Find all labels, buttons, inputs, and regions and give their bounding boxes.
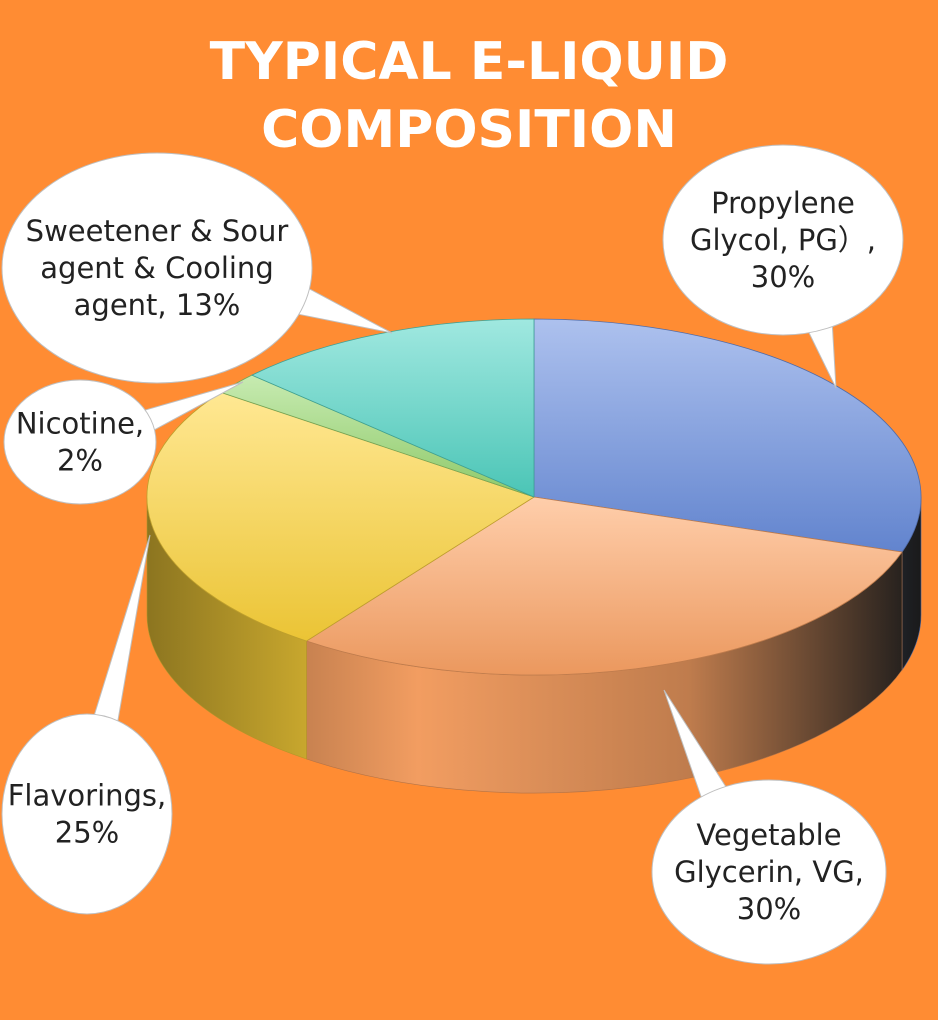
- data-label-sweetener-sour-agent-cooling-agent-line-2: agent & Cooling: [40, 251, 273, 285]
- data-label-flavorings-line-1: Flavorings,: [8, 779, 167, 813]
- data-label-flavorings-line-2: 25%: [55, 816, 119, 850]
- pie-slice-flavorings: [146, 391, 535, 642]
- pie-sides: [146, 496, 922, 794]
- data-label-vegetable-glycerin-vg-line-1: Vegetable: [696, 818, 841, 852]
- chart-title: TYPICAL E-LIQUID COMPOSITION: [0, 28, 938, 164]
- chart-title-line-2: COMPOSITION: [261, 100, 677, 160]
- callout-bubble-fill-flavorings: [3, 715, 171, 913]
- data-label-propylene-glycol-pg-line-1: Propylene: [711, 186, 855, 220]
- callout-bubble-fill-propylene-glycol-pg: [664, 146, 902, 334]
- data-label-vegetable-glycerin-vg-line-2: Glycerin, VG,: [674, 855, 864, 889]
- data-label-sweetener-sour-agent-cooling-agent-line-3: agent, 13%: [74, 288, 241, 322]
- chart-title-line-1: TYPICAL E-LIQUID: [209, 32, 729, 92]
- callout-bubble-fill-nicotine: [5, 381, 155, 503]
- pie-slice-vegetable-glycerin-vg: [305, 496, 903, 676]
- data-label-nicotine-line-2: 2%: [57, 444, 103, 478]
- callout-nicotine: Nicotine,2%: [3, 379, 157, 505]
- pie-slice-sweetener-sour-agent-cooling-agent: [250, 318, 535, 498]
- data-label-propylene-glycol-pg-line-2: Glycol, PG）,: [690, 223, 876, 257]
- data-label-vegetable-glycerin-vg-line-3: 30%: [737, 892, 801, 926]
- pie-tops: [146, 318, 922, 676]
- data-label-propylene-glycol-pg-line-3: 30%: [751, 260, 815, 294]
- data-label-nicotine-line-1: Nicotine,: [16, 407, 144, 441]
- data-label-sweetener-sour-agent-cooling-agent-line-1: Sweetener & Sour: [26, 214, 289, 248]
- callout-bubble-fill-sweetener-sour-agent-cooling-agent: [3, 154, 311, 382]
- callout-bubble-fill-vegetable-glycerin-vg: [653, 781, 885, 963]
- callout-flavorings: Flavorings,25%: [1, 713, 173, 915]
- callout-pointer-flavorings: [89, 534, 151, 735]
- pie-slice-propylene-glycol-pg: [533, 318, 922, 553]
